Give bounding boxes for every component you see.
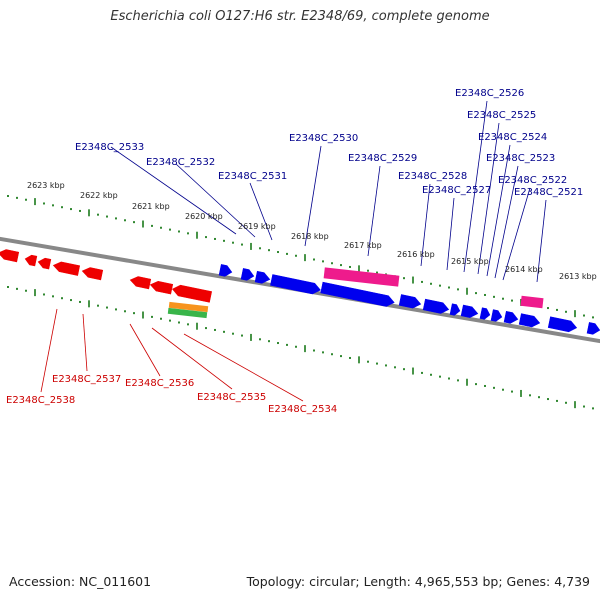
kbp-label: 2614 kbp bbox=[505, 265, 543, 274]
label-leader-lines bbox=[40, 100, 547, 402]
bottom-gene-label: E2348C_2534 bbox=[268, 404, 337, 415]
inner-tick-ring bbox=[7, 286, 594, 410]
bottom-gene-label: E2348C_2538 bbox=[6, 395, 75, 406]
forward-gene-arrow bbox=[449, 303, 461, 316]
accession-text: Accession: NC_011601 bbox=[9, 574, 152, 589]
forward-gene-arrow bbox=[490, 309, 503, 322]
forward-gene-arrow bbox=[460, 304, 479, 318]
top-gene-label: E2348C_2529 bbox=[348, 153, 417, 164]
forward-gene-arrow bbox=[218, 264, 233, 277]
top-leader-line bbox=[304, 145, 322, 247]
top-gene-label: E2348C_2528 bbox=[398, 171, 467, 182]
kbp-label: 2613 kbp bbox=[559, 272, 597, 281]
top-gene-label: E2348C_2531 bbox=[218, 171, 287, 182]
kbp-label: 2617 kbp bbox=[344, 241, 382, 250]
top-leader-line bbox=[367, 165, 381, 257]
reverse-gene-arrow bbox=[0, 249, 20, 263]
green-feature bbox=[167, 307, 208, 319]
kbp-label: 2615 kbp bbox=[451, 257, 489, 266]
forward-gene-arrow bbox=[422, 298, 450, 314]
kbp-label: 2618 kbp bbox=[291, 232, 329, 241]
top-leader-line bbox=[463, 100, 488, 273]
kbp-label: 2623 kbp bbox=[27, 181, 65, 190]
forward-gene-arrow bbox=[586, 322, 600, 335]
top-leader-line bbox=[536, 199, 547, 283]
top-leader-line bbox=[175, 163, 256, 238]
kbp-label: 2619 kbp bbox=[238, 222, 276, 231]
pink-feature bbox=[520, 295, 544, 309]
forward-gene-arrow bbox=[240, 268, 255, 281]
gene-features bbox=[0, 249, 600, 335]
reverse-gene-arrow bbox=[24, 254, 38, 267]
reverse-gene-arrow bbox=[149, 281, 174, 295]
kbp-scale-labels: 2623 kbp 2622 kbp 2621 kbp 2620 kbp 2619 kbp… bbox=[27, 181, 597, 281]
top-leader-line bbox=[486, 144, 511, 277]
top-gene-label: E2348C_2525 bbox=[467, 110, 536, 121]
kbp-label: 2616 kbp bbox=[397, 250, 435, 259]
forward-gene-arrow bbox=[518, 313, 541, 328]
top-gene-label: E2348C_2524 bbox=[478, 132, 547, 143]
bottom-leader-line bbox=[40, 308, 58, 393]
forward-gene-arrow bbox=[479, 307, 491, 320]
top-leader-line bbox=[502, 187, 531, 281]
top-gene-label: E2348C_2530 bbox=[289, 133, 358, 144]
top-gene-label: E2348C_2522 bbox=[498, 175, 567, 186]
top-gene-label: E2348C_2521 bbox=[514, 187, 583, 198]
bottom-gene-label: E2348C_2535 bbox=[197, 392, 266, 403]
top-gene-label: E2348C_2533 bbox=[75, 142, 144, 153]
forward-gene-arrow bbox=[547, 316, 578, 333]
page-title: Escherichia coli O127:H6 str. E2348/69, … bbox=[110, 9, 490, 24]
bottom-leader-line bbox=[151, 327, 233, 390]
reverse-gene-arrow bbox=[37, 257, 52, 270]
kbp-label: 2620 kbp bbox=[185, 212, 223, 221]
reverse-gene-arrow bbox=[172, 284, 213, 303]
top-leader-line bbox=[420, 183, 431, 267]
top-gene-label: E2348C_2532 bbox=[146, 157, 215, 168]
top-leader-line bbox=[249, 182, 273, 241]
top-gene-label: E2348C_2527 bbox=[422, 185, 491, 196]
reverse-gene-arrow bbox=[81, 267, 104, 281]
top-leader-line bbox=[110, 146, 237, 235]
bottom-leader-line bbox=[183, 333, 304, 402]
bottom-gene-label: E2348C_2537 bbox=[52, 374, 121, 385]
bottom-gene-label: E2348C_2536 bbox=[125, 378, 194, 389]
top-leader-line bbox=[446, 197, 455, 271]
forward-gene-arrow bbox=[270, 274, 321, 295]
forward-gene-arrow bbox=[254, 270, 271, 284]
reverse-gene-arrow bbox=[52, 261, 81, 276]
bottom-leader-line bbox=[129, 323, 161, 377]
genome-summary-text: Topology: circular; Length: 4,965,553 bp… bbox=[246, 574, 590, 589]
forward-gene-arrow bbox=[398, 294, 422, 309]
orange-feature bbox=[168, 301, 209, 313]
kbp-label: 2621 kbp bbox=[132, 202, 170, 211]
top-gene-label: E2348C_2523 bbox=[486, 153, 555, 164]
top-leader-line bbox=[494, 165, 519, 279]
top-leader-line bbox=[477, 122, 500, 275]
bottom-leader-line bbox=[82, 313, 88, 372]
forward-gene-arrow bbox=[503, 310, 519, 324]
pink-feature bbox=[323, 267, 400, 287]
top-gene-label: E2348C_2526 bbox=[455, 88, 524, 99]
reverse-gene-arrow bbox=[129, 276, 152, 290]
kbp-label: 2622 kbp bbox=[80, 191, 118, 200]
forward-gene-arrow bbox=[320, 281, 395, 307]
